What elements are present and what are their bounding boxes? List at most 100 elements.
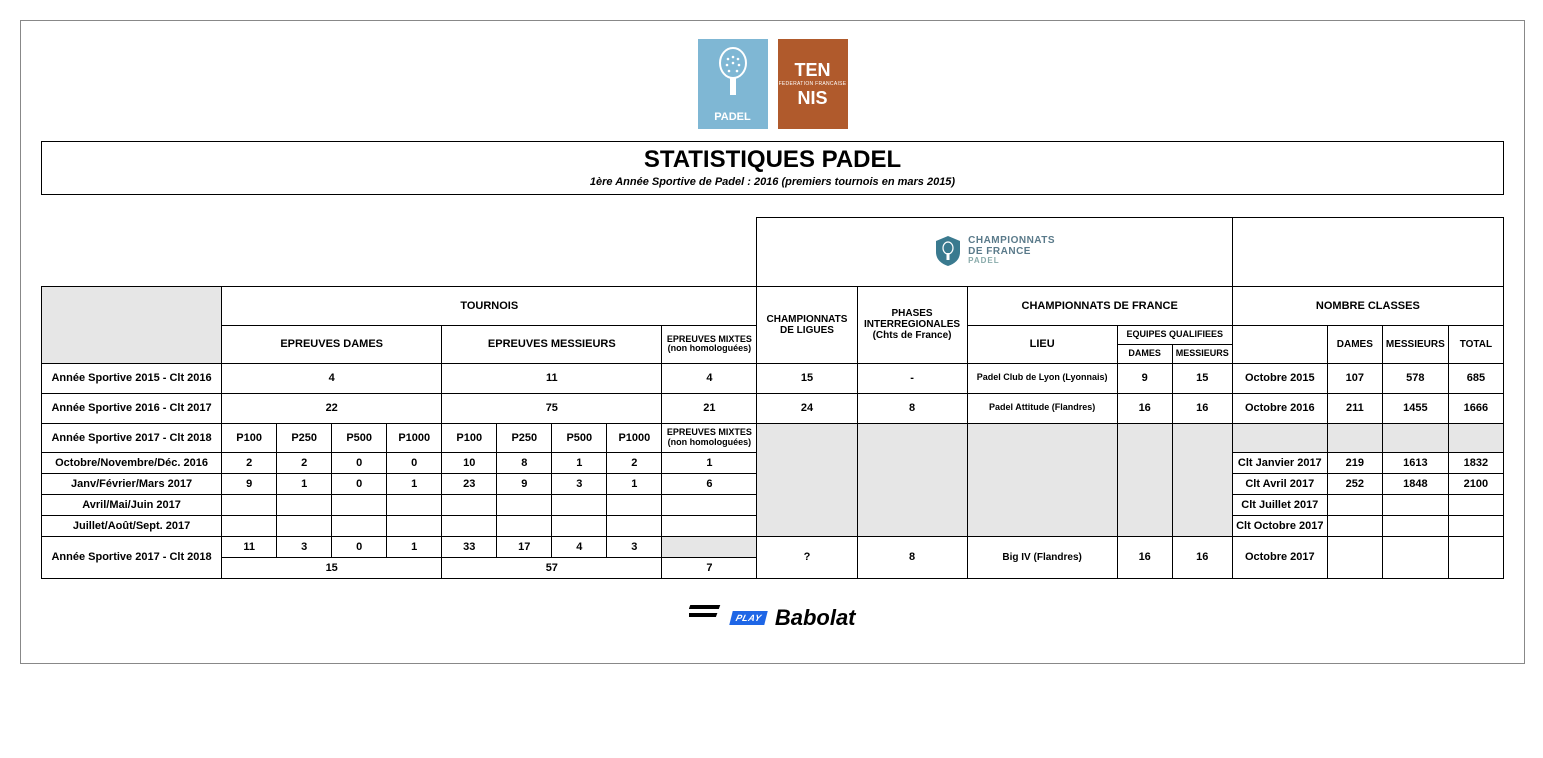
cell — [1448, 515, 1503, 536]
cell: 33 — [442, 536, 497, 557]
cell: 1 — [552, 452, 607, 473]
babolat-text: Babolat — [775, 605, 856, 631]
padel-label: PADEL — [714, 111, 750, 123]
cell: 7 — [662, 557, 757, 578]
cell: 2 — [607, 452, 662, 473]
cell — [1448, 536, 1503, 578]
cell: 1666 — [1448, 393, 1503, 423]
cell — [497, 494, 552, 515]
grey-cell — [1327, 423, 1382, 452]
cell — [1327, 515, 1382, 536]
grey-cell — [967, 423, 1117, 536]
champ-france-logo-cell: CHAMPIONNATS DE FRANCE PADEL — [757, 218, 1232, 287]
cell: 2 — [222, 452, 277, 473]
hdr-tournois: TOURNOIS — [222, 287, 757, 326]
row-label: Juillet/Août/Sept. 2017 — [42, 515, 222, 536]
cell — [1448, 494, 1503, 515]
cell: 9 — [497, 473, 552, 494]
hdr-ep-mixtes: EPREUVES MIXTES (non homologuées) — [662, 326, 757, 364]
row-label: Année Sportive 2017 - Clt 2018 — [42, 536, 222, 578]
cell — [277, 494, 332, 515]
cell: Clt Juillet 2017 — [1232, 494, 1327, 515]
cell: 107 — [1327, 363, 1382, 393]
cell — [277, 515, 332, 536]
cell: 578 — [1382, 363, 1448, 393]
tennis-mid: FEDERATION FRANCAISE — [779, 81, 847, 87]
hdr-p500: P500 — [332, 423, 387, 452]
cell: 211 — [1327, 393, 1382, 423]
cell: 15 — [757, 363, 857, 393]
cell — [332, 515, 387, 536]
cell: Octobre 2015 — [1232, 363, 1327, 393]
row-2015: Année Sportive 2015 - Clt 2016 4 11 4 15… — [42, 363, 1504, 393]
cell: 9 — [1117, 363, 1172, 393]
page-container: PADEL TEN FEDERATION FRANCAISE NIS STATI… — [20, 20, 1525, 664]
cell — [1327, 536, 1382, 578]
hdr-eq-messieurs: MESSIEURS — [1172, 344, 1232, 363]
cell: 1455 — [1382, 393, 1448, 423]
cell — [552, 494, 607, 515]
hdr-p100: P100 — [442, 423, 497, 452]
row-2017-subheader: Année Sportive 2017 - Clt 2018 P100 P250… — [42, 423, 1504, 452]
cell: ? — [757, 536, 857, 578]
cell — [387, 515, 442, 536]
cell: 16 — [1117, 393, 1172, 423]
cell: 4 — [222, 363, 442, 393]
cell — [1327, 494, 1382, 515]
babolat-logo: PLAY Babolat — [21, 603, 1524, 633]
tennis-top: TEN — [795, 61, 831, 79]
cell: Big IV (Flandres) — [967, 536, 1117, 578]
cell: 16 — [1172, 393, 1232, 423]
cell: 21 — [662, 393, 757, 423]
cell: 1 — [662, 452, 757, 473]
cell: 24 — [757, 393, 857, 423]
cell: 10 — [442, 452, 497, 473]
cell — [607, 494, 662, 515]
cell — [442, 494, 497, 515]
hdr-equipes: EQUIPES QUALIFIEES — [1117, 326, 1232, 345]
hdr-phases: PHASES INTERREGIONALES (Chts de France) — [857, 287, 967, 364]
cell: 8 — [857, 536, 967, 578]
shield-icon — [934, 234, 962, 268]
cell: 11 — [442, 363, 662, 393]
cell: 17 — [497, 536, 552, 557]
cell: 3 — [277, 536, 332, 557]
row-label: Octobre/Novembre/Déc. 2016 — [42, 452, 222, 473]
cell: Padel Attitude (Flandres) — [967, 393, 1117, 423]
cell: 1 — [607, 473, 662, 494]
cell: 1848 — [1382, 473, 1448, 494]
cell: 1 — [387, 536, 442, 557]
cell — [222, 515, 277, 536]
cell: 1832 — [1448, 452, 1503, 473]
hdr-p100: P100 — [222, 423, 277, 452]
cell: 252 — [1327, 473, 1382, 494]
cell: Octobre 2017 — [1232, 536, 1327, 578]
cell: 2100 — [1448, 473, 1503, 494]
cell: 8 — [497, 452, 552, 473]
cell — [607, 515, 662, 536]
cell: 15 — [222, 557, 442, 578]
stats-table: CHAMPIONNATS DE FRANCE PADEL TOURNOIS CH… — [41, 217, 1504, 579]
cell: 1 — [387, 473, 442, 494]
cell: 16 — [1117, 536, 1172, 578]
top-logos: PADEL TEN FEDERATION FRANCAISE NIS — [21, 39, 1524, 129]
cell: 6 — [662, 473, 757, 494]
cell — [1382, 536, 1448, 578]
cell: Clt Janvier 2017 — [1232, 452, 1327, 473]
hdr-p1000: P1000 — [607, 423, 662, 452]
cell: Octobre 2016 — [1232, 393, 1327, 423]
hdr-ep-dames: EPREUVES DAMES — [222, 326, 442, 364]
cell — [442, 515, 497, 536]
tennis-bot: NIS — [797, 89, 827, 107]
cell: 8 — [857, 393, 967, 423]
cell — [497, 515, 552, 536]
page-subtitle: 1ère Année Sportive de Padel : 2016 (pre… — [42, 176, 1503, 188]
cell: 4 — [552, 536, 607, 557]
cell: 4 — [662, 363, 757, 393]
hdr-nc-periode — [1232, 326, 1327, 364]
hdr-p1000: P1000 — [387, 423, 442, 452]
cell — [1382, 494, 1448, 515]
row-2017-subtotals: Année Sportive 2017 - Clt 2018 11 3 0 1 … — [42, 536, 1504, 557]
babolat-stripes-icon — [689, 603, 723, 633]
cell — [552, 515, 607, 536]
